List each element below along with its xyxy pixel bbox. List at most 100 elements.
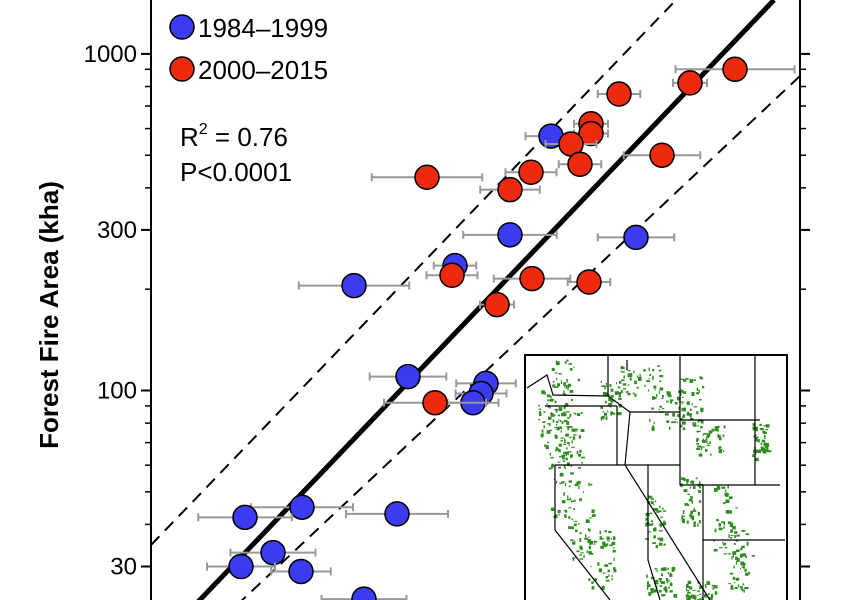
forest-speck <box>619 392 621 396</box>
forest-speck <box>764 432 767 435</box>
forest-speck <box>658 369 662 372</box>
forest-speck <box>580 497 582 502</box>
forest-speck <box>659 579 662 583</box>
point-marker <box>260 539 286 566</box>
data-point-2000-2015 <box>492 265 572 292</box>
forest-speck <box>613 567 616 571</box>
forest-speck <box>577 378 580 382</box>
forest-speck <box>706 445 711 447</box>
forest-speck <box>618 395 621 398</box>
forest-speck <box>692 589 696 591</box>
data-point-2000-2015 <box>479 176 541 203</box>
forest-speck <box>610 411 613 416</box>
forest-speck <box>560 439 563 442</box>
forest-speck <box>704 584 707 589</box>
forest-speck <box>705 449 708 452</box>
forest-speck <box>597 562 600 566</box>
forest-speck <box>736 534 740 537</box>
forest-speck <box>669 399 674 402</box>
forest-speck <box>563 465 566 469</box>
forest-speck <box>558 419 560 422</box>
forest-speck <box>684 503 689 506</box>
forest-speck <box>760 446 764 449</box>
forest-speck <box>572 541 576 545</box>
forest-speck <box>692 594 696 598</box>
forest-speck <box>579 558 584 560</box>
forest-speck <box>561 412 565 417</box>
data-point-2000-2015 <box>674 56 796 83</box>
forest-speck <box>565 452 567 457</box>
forest-speck <box>566 426 569 428</box>
forest-speck <box>569 436 572 439</box>
forest-speck <box>563 411 566 414</box>
forest-speck <box>708 430 713 434</box>
forest-speck <box>611 578 613 581</box>
forest-speck <box>751 555 755 557</box>
forest-speck <box>647 581 649 585</box>
forest-speck <box>588 551 592 555</box>
y-tick-label: 300 <box>97 217 137 244</box>
forest-speck <box>604 530 607 533</box>
forest-speck <box>714 528 717 533</box>
forest-speck <box>633 370 635 374</box>
forest-speck <box>557 383 561 387</box>
forest-speck <box>729 496 733 500</box>
forest-speck <box>697 420 700 423</box>
forest-speck <box>617 386 620 388</box>
forest-speck <box>568 442 570 447</box>
forest-speck <box>605 382 607 386</box>
forest-speck <box>611 575 613 577</box>
forest-speck <box>714 591 718 595</box>
forest-speck <box>652 396 655 398</box>
y-tick-label: 100 <box>97 378 137 405</box>
forest-speck <box>669 572 672 575</box>
legend-label-1984-1999: 1984–1999 <box>198 13 328 43</box>
forest-speck <box>693 379 696 381</box>
forest-speck <box>686 479 689 483</box>
forest-speck <box>608 397 612 401</box>
forest-speck <box>742 564 745 569</box>
forest-speck <box>735 507 738 509</box>
forest-speck <box>689 586 693 590</box>
forest-speck <box>557 420 559 424</box>
forest-speck <box>627 370 631 372</box>
forest-speck <box>568 516 571 519</box>
forest-speck <box>608 562 613 565</box>
forest-speck <box>617 391 622 395</box>
forest-speck <box>711 428 715 432</box>
forest-speck <box>651 407 654 410</box>
forest-speck <box>695 477 698 480</box>
forest-speck <box>561 454 566 457</box>
forest-speck <box>554 426 557 429</box>
forest-speck <box>728 534 730 539</box>
forest-speck <box>570 454 573 458</box>
forest-speck <box>559 426 562 429</box>
forest-speck <box>578 453 582 457</box>
forest-speck <box>702 434 704 436</box>
forest-speck <box>593 540 598 543</box>
forest-speck <box>682 391 687 394</box>
forest-speck <box>580 412 583 414</box>
forest-speck <box>713 548 718 552</box>
forest-speck <box>666 578 668 582</box>
forest-speck <box>540 433 544 438</box>
forest-speck <box>599 536 602 540</box>
forest-speck <box>699 376 702 379</box>
forest-speck <box>725 489 727 492</box>
forest-speck <box>599 530 601 535</box>
forest-speck <box>585 519 590 523</box>
forest-speck <box>682 403 684 405</box>
forest-speck <box>762 450 766 453</box>
forest-speck <box>698 453 703 457</box>
forest-speck <box>680 378 684 380</box>
forest-speck <box>692 422 694 426</box>
forest-speck <box>604 564 609 567</box>
forest-speck <box>591 509 595 514</box>
forest-speck <box>579 538 582 542</box>
forest-speck <box>571 440 573 444</box>
forest-speck <box>681 421 686 425</box>
forest-speck <box>697 425 699 427</box>
data-point-1984-1999 <box>229 539 317 566</box>
state-border <box>607 356 631 466</box>
forest-speck <box>544 391 546 395</box>
